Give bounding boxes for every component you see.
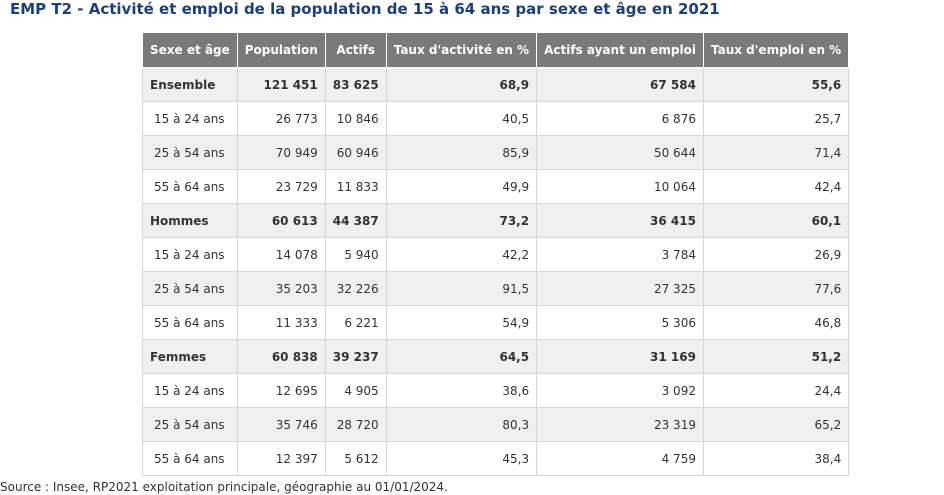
cell-sexe-age: Ensemble (142, 67, 238, 102)
cell-taux-activite: 49,9 (385, 169, 538, 204)
cell-taux-emploi: 71,4 (702, 135, 850, 170)
cell-actifs: 60 946 (324, 135, 387, 170)
cell-taux-activite: 38,6 (385, 373, 538, 408)
source-note: Source : Insee, RP2021 exploitation prin… (0, 480, 448, 494)
cell-population: 121 451 (236, 67, 326, 102)
header-actifs[interactable]: Actifs (324, 32, 387, 68)
cell-sexe-age: 25 à 54 ans (142, 407, 238, 442)
cell-taux-emploi: 25,7 (702, 101, 850, 136)
cell-actifs: 10 846 (324, 101, 387, 136)
cell-actifs: 83 625 (324, 67, 387, 102)
cell-taux-activite: 68,9 (385, 67, 538, 102)
table-row: 55 à 64 ans 23 729 11 833 49,9 10 064 42… (142, 169, 850, 204)
cell-taux-emploi: 51,2 (702, 339, 850, 374)
table-row: 55 à 64 ans 12 397 5 612 45,3 4 759 38,4 (142, 441, 850, 476)
header-population[interactable]: Population (236, 32, 326, 68)
cell-actifs-emploi: 5 306 (536, 305, 704, 340)
cell-actifs-emploi: 36 415 (536, 203, 704, 238)
table-row-femmes: Femmes 60 838 39 237 64,5 31 169 51,2 (142, 339, 850, 374)
cell-actifs-emploi: 4 759 (536, 441, 704, 476)
cell-population: 26 773 (236, 101, 326, 136)
cell-actifs-emploi: 23 319 (536, 407, 704, 442)
header-sexe-age[interactable]: Sexe et âge (142, 32, 238, 68)
cell-taux-emploi: 60,1 (702, 203, 850, 238)
cell-actifs-emploi: 50 644 (536, 135, 704, 170)
cell-population: 12 397 (236, 441, 326, 476)
table-row: 15 à 24 ans 14 078 5 940 42,2 3 784 26,9 (142, 237, 850, 272)
cell-population: 14 078 (236, 237, 326, 272)
cell-taux-activite: 80,3 (385, 407, 538, 442)
cell-actifs-emploi: 31 169 (536, 339, 704, 374)
cell-taux-emploi: 26,9 (702, 237, 850, 272)
header-taux-activite[interactable]: Taux d'activité en % (385, 32, 538, 68)
cell-taux-emploi: 55,6 (702, 67, 850, 102)
cell-actifs-emploi: 10 064 (536, 169, 704, 204)
table-row: 15 à 24 ans 12 695 4 905 38,6 3 092 24,4 (142, 373, 850, 408)
table-row: 25 à 54 ans 35 746 28 720 80,3 23 319 65… (142, 407, 850, 442)
cell-actifs: 4 905 (324, 373, 387, 408)
cell-population: 11 333 (236, 305, 326, 340)
cell-taux-emploi: 42,4 (702, 169, 850, 204)
table-row: 25 à 54 ans 70 949 60 946 85,9 50 644 71… (142, 135, 850, 170)
cell-taux-activite: 91,5 (385, 271, 538, 306)
cell-actifs: 44 387 (324, 203, 387, 238)
cell-sexe-age: 15 à 24 ans (142, 237, 238, 272)
cell-actifs-emploi: 3 784 (536, 237, 704, 272)
cell-actifs: 5 612 (324, 441, 387, 476)
data-table: Sexe et âge Population Actifs Taux d'act… (142, 32, 850, 476)
header-taux-emploi[interactable]: Taux d'emploi en % (702, 32, 850, 68)
cell-population: 60 613 (236, 203, 326, 238)
cell-population: 12 695 (236, 373, 326, 408)
cell-taux-activite: 85,9 (385, 135, 538, 170)
cell-sexe-age: 15 à 24 ans (142, 101, 238, 136)
cell-population: 23 729 (236, 169, 326, 204)
cell-actifs: 39 237 (324, 339, 387, 374)
cell-taux-activite: 42,2 (385, 237, 538, 272)
cell-actifs: 6 221 (324, 305, 387, 340)
cell-taux-emploi: 24,4 (702, 373, 850, 408)
cell-actifs-emploi: 67 584 (536, 67, 704, 102)
cell-population: 70 949 (236, 135, 326, 170)
table-row: 15 à 24 ans 26 773 10 846 40,5 6 876 25,… (142, 101, 850, 136)
cell-actifs: 32 226 (324, 271, 387, 306)
table-row: 25 à 54 ans 35 203 32 226 91,5 27 325 77… (142, 271, 850, 306)
cell-actifs: 5 940 (324, 237, 387, 272)
cell-sexe-age: Hommes (142, 203, 238, 238)
cell-sexe-age: 55 à 64 ans (142, 305, 238, 340)
cell-actifs-emploi: 27 325 (536, 271, 704, 306)
cell-population: 35 746 (236, 407, 326, 442)
cell-sexe-age: 55 à 64 ans (142, 169, 238, 204)
cell-sexe-age: 55 à 64 ans (142, 441, 238, 476)
cell-taux-activite: 64,5 (385, 339, 538, 374)
cell-taux-activite: 45,3 (385, 441, 538, 476)
cell-taux-emploi: 65,2 (702, 407, 850, 442)
table-row-hommes: Hommes 60 613 44 387 73,2 36 415 60,1 (142, 203, 850, 238)
cell-taux-emploi: 38,4 (702, 441, 850, 476)
cell-sexe-age: 15 à 24 ans (142, 373, 238, 408)
cell-actifs: 28 720 (324, 407, 387, 442)
cell-taux-activite: 54,9 (385, 305, 538, 340)
cell-actifs: 11 833 (324, 169, 387, 204)
table-body: Ensemble 121 451 83 625 68,9 67 584 55,6… (142, 67, 850, 476)
table-row: 55 à 64 ans 11 333 6 221 54,9 5 306 46,8 (142, 305, 850, 340)
table-title: EMP T2 - Activité et emploi de la popula… (10, 0, 720, 18)
header-actifs-emploi[interactable]: Actifs ayant un emploi (536, 32, 704, 68)
cell-sexe-age: 25 à 54 ans (142, 271, 238, 306)
cell-population: 60 838 (236, 339, 326, 374)
cell-taux-activite: 73,2 (385, 203, 538, 238)
cell-taux-emploi: 77,6 (702, 271, 850, 306)
cell-actifs-emploi: 6 876 (536, 101, 704, 136)
table-row-ensemble: Ensemble 121 451 83 625 68,9 67 584 55,6 (142, 67, 850, 102)
cell-taux-activite: 40,5 (385, 101, 538, 136)
cell-taux-emploi: 46,8 (702, 305, 850, 340)
cell-actifs-emploi: 3 092 (536, 373, 704, 408)
cell-population: 35 203 (236, 271, 326, 306)
table-header-row: Sexe et âge Population Actifs Taux d'act… (142, 32, 850, 68)
cell-sexe-age: 25 à 54 ans (142, 135, 238, 170)
cell-sexe-age: Femmes (142, 339, 238, 374)
